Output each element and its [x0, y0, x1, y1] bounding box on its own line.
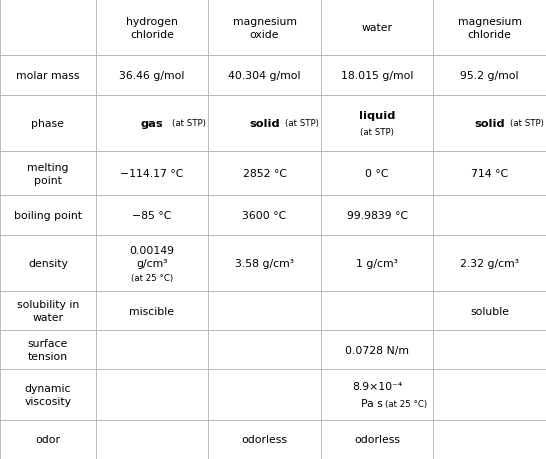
Bar: [0, 291, 96, 330]
Bar: [434, 196, 546, 235]
Bar: [208, 235, 321, 291]
Bar: [321, 196, 434, 235]
Bar: [0, 369, 96, 420]
Bar: [434, 56, 546, 95]
Text: molar mass: molar mass: [16, 71, 80, 81]
Bar: [434, 152, 546, 196]
Bar: [321, 235, 434, 291]
Bar: [208, 95, 321, 152]
Text: (at STP): (at STP): [172, 119, 206, 128]
Bar: [96, 369, 208, 420]
Bar: [434, 420, 546, 459]
Bar: [0, 0, 96, 56]
Text: water: water: [361, 23, 393, 33]
Text: 40.304 g/mol: 40.304 g/mol: [228, 71, 301, 81]
Bar: [208, 0, 321, 56]
Text: 0.00149: 0.00149: [129, 246, 174, 256]
Text: 0 °C: 0 °C: [365, 169, 389, 179]
Text: 99.9839 °C: 99.9839 °C: [347, 210, 408, 220]
Bar: [434, 369, 546, 420]
Bar: [96, 420, 208, 459]
Bar: [434, 291, 546, 330]
Text: dynamic
viscosity: dynamic viscosity: [25, 383, 72, 406]
Bar: [208, 330, 321, 369]
Bar: [321, 330, 434, 369]
Text: 95.2 g/mol: 95.2 g/mol: [460, 71, 519, 81]
Text: magnesium
chloride: magnesium chloride: [458, 17, 522, 40]
Bar: [96, 95, 208, 152]
Text: solubility in
water: solubility in water: [17, 299, 79, 323]
Text: liquid: liquid: [359, 110, 395, 120]
Text: 36.46 g/mol: 36.46 g/mol: [119, 71, 185, 81]
Bar: [208, 152, 321, 196]
Bar: [208, 56, 321, 95]
Bar: [434, 330, 546, 369]
Bar: [208, 291, 321, 330]
Text: solid: solid: [474, 119, 505, 129]
Bar: [0, 95, 96, 152]
Bar: [321, 56, 434, 95]
Bar: [0, 152, 96, 196]
Bar: [96, 330, 208, 369]
Bar: [321, 420, 434, 459]
Text: 18.015 g/mol: 18.015 g/mol: [341, 71, 413, 81]
Bar: [321, 291, 434, 330]
Text: 0.0728 N/m: 0.0728 N/m: [345, 345, 409, 355]
Text: 714 °C: 714 °C: [471, 169, 508, 179]
Bar: [96, 152, 208, 196]
Text: magnesium
oxide: magnesium oxide: [233, 17, 296, 40]
Bar: [0, 56, 96, 95]
Text: (at STP): (at STP): [360, 128, 394, 137]
Bar: [321, 0, 434, 56]
Bar: [208, 420, 321, 459]
Text: 3.58 g/cm³: 3.58 g/cm³: [235, 258, 294, 268]
Text: boiling point: boiling point: [14, 210, 82, 220]
Text: 8.9×10⁻⁴: 8.9×10⁻⁴: [352, 381, 402, 391]
Bar: [96, 0, 208, 56]
Bar: [434, 0, 546, 56]
Text: miscible: miscible: [129, 306, 174, 316]
Text: (at 25 °C): (at 25 °C): [131, 274, 173, 283]
Bar: [434, 235, 546, 291]
Bar: [208, 369, 321, 420]
Text: density: density: [28, 258, 68, 268]
Bar: [96, 56, 208, 95]
Text: solid: solid: [249, 119, 280, 129]
Bar: [0, 420, 96, 459]
Text: Pa s: Pa s: [360, 398, 382, 408]
Text: (at STP): (at STP): [510, 119, 544, 128]
Bar: [321, 369, 434, 420]
Text: gas: gas: [141, 119, 163, 129]
Bar: [434, 95, 546, 152]
Text: surface
tension: surface tension: [28, 339, 68, 362]
Text: soluble: soluble: [470, 306, 509, 316]
Text: 2852 °C: 2852 °C: [242, 169, 287, 179]
Text: odorless: odorless: [354, 434, 400, 444]
Text: (at 25 °C): (at 25 °C): [385, 399, 427, 408]
Text: 2.32 g/cm³: 2.32 g/cm³: [460, 258, 519, 268]
Text: 3600 °C: 3600 °C: [242, 210, 287, 220]
Text: melting
point: melting point: [27, 162, 69, 185]
Text: (at STP): (at STP): [285, 119, 319, 128]
Bar: [208, 196, 321, 235]
Bar: [96, 196, 208, 235]
Text: 1 g/cm³: 1 g/cm³: [356, 258, 398, 268]
Text: g/cm³: g/cm³: [136, 258, 168, 268]
Bar: [0, 235, 96, 291]
Text: hydrogen
chloride: hydrogen chloride: [126, 17, 178, 40]
Text: odorless: odorless: [241, 434, 288, 444]
Text: −85 °C: −85 °C: [132, 210, 171, 220]
Text: odor: odor: [35, 434, 60, 444]
Bar: [321, 152, 434, 196]
Bar: [0, 196, 96, 235]
Bar: [321, 95, 434, 152]
Bar: [96, 235, 208, 291]
Text: phase: phase: [31, 119, 64, 129]
Bar: [0, 330, 96, 369]
Bar: [96, 291, 208, 330]
Text: −114.17 °C: −114.17 °C: [120, 169, 183, 179]
